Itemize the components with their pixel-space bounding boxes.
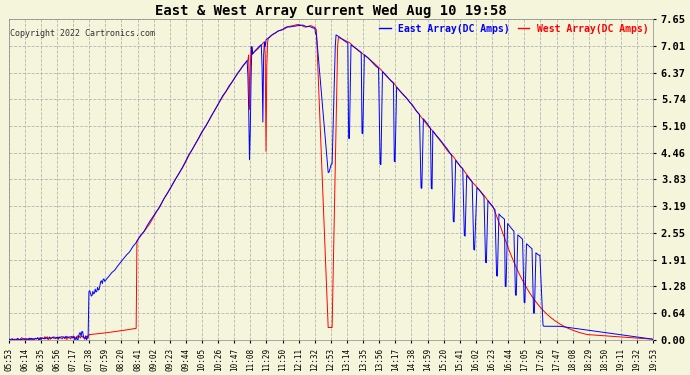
Title: East & West Array Current Wed Aug 10 19:58: East & West Array Current Wed Aug 10 19:…: [155, 4, 507, 18]
Text: Copyright 2022 Cartronics.com: Copyright 2022 Cartronics.com: [10, 29, 155, 38]
Legend: East Array(DC Amps), West Array(DC Amps): East Array(DC Amps), West Array(DC Amps): [375, 20, 653, 38]
